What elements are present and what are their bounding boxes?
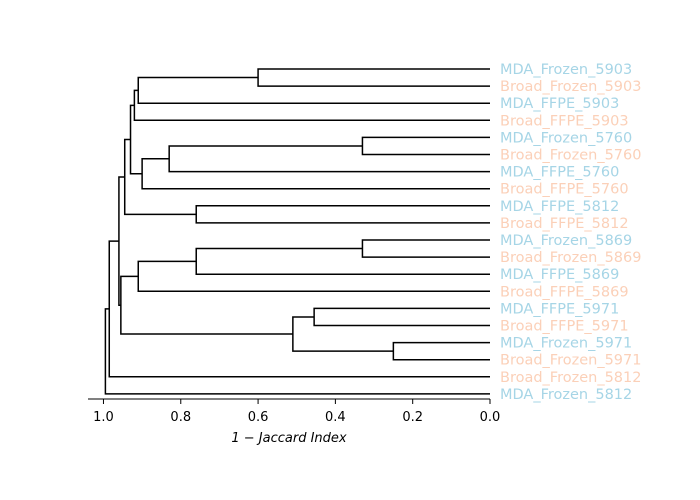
leaf-label: Broad_Frozen_5869 (500, 250, 641, 266)
dendrogram-link-18 (108, 240, 490, 378)
x-tick-label: 0.6 (248, 410, 269, 425)
x-axis: 1.0 0.8 0.6 0.4 0.2 0.0 (88, 398, 501, 425)
x-tick-label: 1.0 (93, 410, 114, 425)
dendrogram-link-1 (257, 68, 490, 87)
leaf-label: Broad_Frozen_5760 (500, 148, 641, 164)
leaf-label: Broad_FFPE_5812 (500, 216, 629, 232)
leaf-label: Broad_FFPE_5971 (500, 319, 629, 335)
dendrogram-link-5 (168, 145, 490, 173)
leaf-label: MDA_FFPE_5869 (500, 267, 619, 283)
leaf-label: MDA_Frozen_5903 (500, 62, 632, 78)
dendrogram-link-7 (129, 104, 143, 175)
leaf-label: MDA_Frozen_5812 (500, 387, 632, 403)
x-tick-label: 0.4 (325, 410, 346, 425)
dendrogram-link-9 (123, 138, 197, 216)
dendrogram-link-19 (104, 308, 490, 395)
leaf-label: MDA_FFPE_5812 (500, 199, 619, 215)
dendrogram-links (104, 68, 490, 395)
dendrogram-link-13 (313, 307, 490, 327)
dendrogram-link-16 (120, 275, 293, 335)
x-axis-label: 1 − Jaccard Index (231, 431, 347, 446)
dendrogram-link-12 (137, 260, 490, 293)
dendrogram-link-2 (137, 76, 490, 104)
leaf-labels: MDA_Frozen_5903Broad_Frozen_5903MDA_FFPE… (500, 62, 641, 403)
leaf-label: MDA_Frozen_5760 (500, 130, 632, 146)
leaf-label: MDA_FFPE_5971 (500, 301, 619, 317)
dendrogram-link-14 (392, 341, 490, 361)
leaf-label: Broad_FFPE_5760 (500, 182, 629, 198)
leaf-label: MDA_FFPE_5760 (500, 165, 619, 181)
leaf-label: MDA_Frozen_5869 (500, 233, 632, 249)
leaf-label: Broad_FFPE_5869 (500, 284, 629, 300)
x-tick-label: 0.8 (170, 410, 191, 425)
leaf-label: Broad_Frozen_5971 (500, 353, 641, 369)
x-tick-label: 0.0 (480, 410, 501, 425)
leaf-label: Broad_Frozen_5812 (500, 370, 641, 386)
dendrogram-link-8 (195, 205, 490, 224)
dendrogram-link-6 (141, 158, 490, 190)
leaf-label: Broad_FFPE_5903 (500, 113, 629, 129)
dendrogram-link-17 (118, 176, 125, 306)
x-tick-label: 0.2 (402, 410, 423, 425)
leaf-label: MDA_FFPE_5903 (500, 96, 619, 112)
dendrogram-link-4 (361, 136, 490, 156)
dendrogram-link-10 (361, 239, 490, 258)
dendrogram-link-15 (292, 316, 394, 352)
leaf-label: Broad_Frozen_5903 (500, 79, 641, 95)
dendrogram-link-3 (133, 89, 490, 122)
leaf-label: MDA_Frozen_5971 (500, 336, 632, 352)
dendrogram-link-11 (195, 247, 490, 275)
